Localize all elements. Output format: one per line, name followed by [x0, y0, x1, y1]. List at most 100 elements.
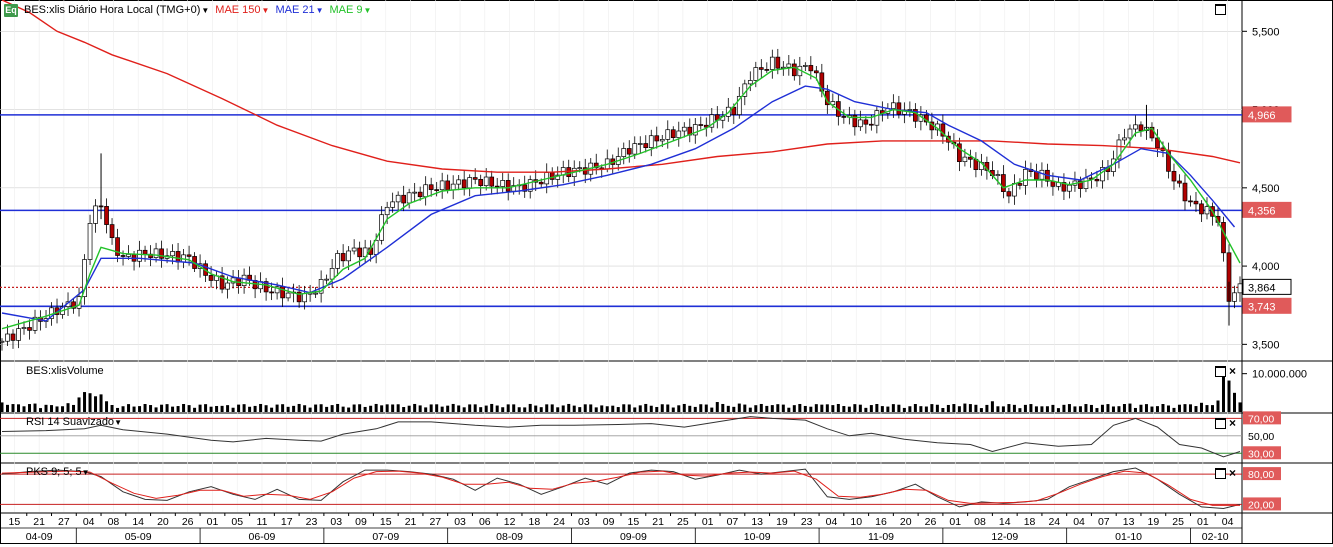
volume-bar: [1073, 406, 1077, 412]
volume-bar: [974, 404, 978, 412]
volume-bar: [446, 405, 450, 412]
volume-bar: [110, 405, 114, 412]
date-axis-month-label: 12-09: [991, 531, 1018, 543]
date-axis-day-label: 26: [925, 516, 937, 528]
volume-bar: [182, 403, 186, 412]
rsi-dropdown-icon[interactable]: ▼: [114, 418, 122, 427]
volume-bar: [1012, 404, 1016, 412]
volume-bar: [330, 405, 334, 412]
volume-bar: [1018, 408, 1022, 412]
volume-bar: [600, 405, 604, 412]
volume-bar: [743, 404, 747, 412]
candle-body: [654, 135, 660, 142]
pks-panel-close-icon[interactable]: ×: [1229, 466, 1237, 480]
date-axis-day-label: 15: [9, 516, 21, 528]
candle-body: [505, 180, 511, 192]
candle-body: [142, 249, 148, 255]
volume-bar: [33, 403, 37, 412]
volume-bar: [347, 407, 351, 412]
candle-body: [940, 123, 946, 137]
candle-body: [1149, 126, 1155, 139]
pks-dropdown-icon[interactable]: ▼: [81, 468, 90, 477]
rsi-panel-maximize-icon[interactable]: [1215, 418, 1226, 429]
pks-panel-title[interactable]: PKS 9; 5; 5▼: [26, 466, 90, 478]
rsi-panel-title[interactable]: RSI 14 Suavizado▼: [26, 416, 122, 428]
candle-body: [874, 110, 880, 126]
volume-bar: [99, 394, 103, 412]
volume-bar: [721, 403, 725, 412]
date-axis-day-label: 25: [1172, 516, 1184, 528]
resistance-2-tag-label: 4,356: [1248, 205, 1276, 217]
candle-body: [1001, 174, 1006, 192]
candle-body: [489, 176, 495, 187]
date-axis-day-label: 16: [875, 516, 887, 528]
volume-panel-close-icon[interactable]: ×: [1229, 364, 1237, 378]
indicator-mae150-label: MAE 150: [215, 4, 261, 16]
date-axis-month-label: 09-09: [620, 531, 647, 543]
volume-bar: [908, 406, 912, 412]
volume-bar: [1232, 392, 1236, 412]
candle-body: [329, 268, 335, 280]
volume-bar: [1166, 405, 1170, 412]
candle-body: [159, 248, 164, 259]
candle-body: [841, 116, 847, 118]
indicator-mae21-dropdown-icon[interactable]: ▼: [315, 6, 324, 15]
rsi-panel-close-icon[interactable]: ×: [1229, 416, 1237, 430]
candle-body: [670, 129, 676, 138]
volume-bar: [644, 403, 648, 412]
pks-panel-maximize-icon[interactable]: [1215, 468, 1226, 479]
volume-bar: [605, 406, 609, 412]
candle-body: [621, 148, 627, 157]
indicator-mae21[interactable]: MAE 21▼: [275, 4, 323, 16]
volume-bar: [913, 404, 917, 412]
candle-body: [698, 124, 704, 126]
volume-bar: [308, 407, 312, 412]
date-axis-day-label: 18: [1024, 516, 1036, 528]
resistance-1-tag-box: [1242, 106, 1292, 123]
volume-bar: [380, 405, 384, 412]
candle-body: [1006, 191, 1012, 197]
volume-bar: [297, 403, 301, 412]
volume-bar: [649, 405, 653, 412]
pks-level-tag-box: [1243, 497, 1281, 511]
volume-panel-maximize-icon[interactable]: [1215, 366, 1226, 377]
candle-body: [456, 179, 462, 185]
date-axis-day-label: 01: [207, 516, 219, 528]
volume-bar: [919, 406, 923, 412]
rsi-panel-title-text: RSI 14 Suavizado: [26, 416, 115, 428]
volume-bar: [385, 404, 389, 412]
price-panel-maximize-icon[interactable]: [1215, 4, 1226, 15]
volume-bar: [220, 405, 224, 412]
volume-bar: [506, 404, 510, 412]
last-price-tag-label: 3,864: [1248, 282, 1276, 294]
volume-bar: [671, 407, 675, 412]
date-axis-day-label: 20: [157, 516, 169, 528]
candle-body: [351, 247, 357, 252]
volume-bar: [556, 407, 560, 412]
indicator-mae150-dropdown-icon[interactable]: ▼: [261, 6, 270, 15]
volume-bar: [314, 404, 318, 412]
candle-body: [175, 251, 181, 263]
symbol-dropdown-icon[interactable]: ▼: [201, 5, 210, 15]
indicator-mae150[interactable]: MAE 150▼: [215, 4, 269, 16]
candle-body: [1171, 170, 1177, 182]
candle-body: [775, 56, 781, 69]
equity-icon[interactable]: Eq: [4, 3, 18, 17]
candle-body: [852, 115, 858, 128]
volume-bar: [545, 404, 549, 412]
candle-body: [472, 177, 478, 180]
resistance-2-tag-box: [1242, 201, 1292, 218]
pks-panel-title-text: PKS 9; 5; 5: [26, 466, 82, 478]
indicator-mae9[interactable]: MAE 9▼: [330, 4, 372, 16]
symbol-label[interactable]: BES:xlis Diário Hora Local (TMG+0): [24, 4, 201, 16]
indicator-mae9-dropdown-icon[interactable]: ▼: [363, 6, 372, 15]
volume-bar: [61, 406, 65, 412]
support-tag-label: 3,743: [1248, 301, 1276, 313]
volume-bar: [1133, 407, 1137, 412]
candle-body: [126, 254, 131, 257]
volume-bar: [616, 407, 620, 412]
candle-body: [709, 114, 715, 128]
date-axis-day-label: 23: [801, 516, 813, 528]
date-axis-day-label: 21: [652, 516, 664, 528]
volume-bar: [622, 404, 626, 412]
